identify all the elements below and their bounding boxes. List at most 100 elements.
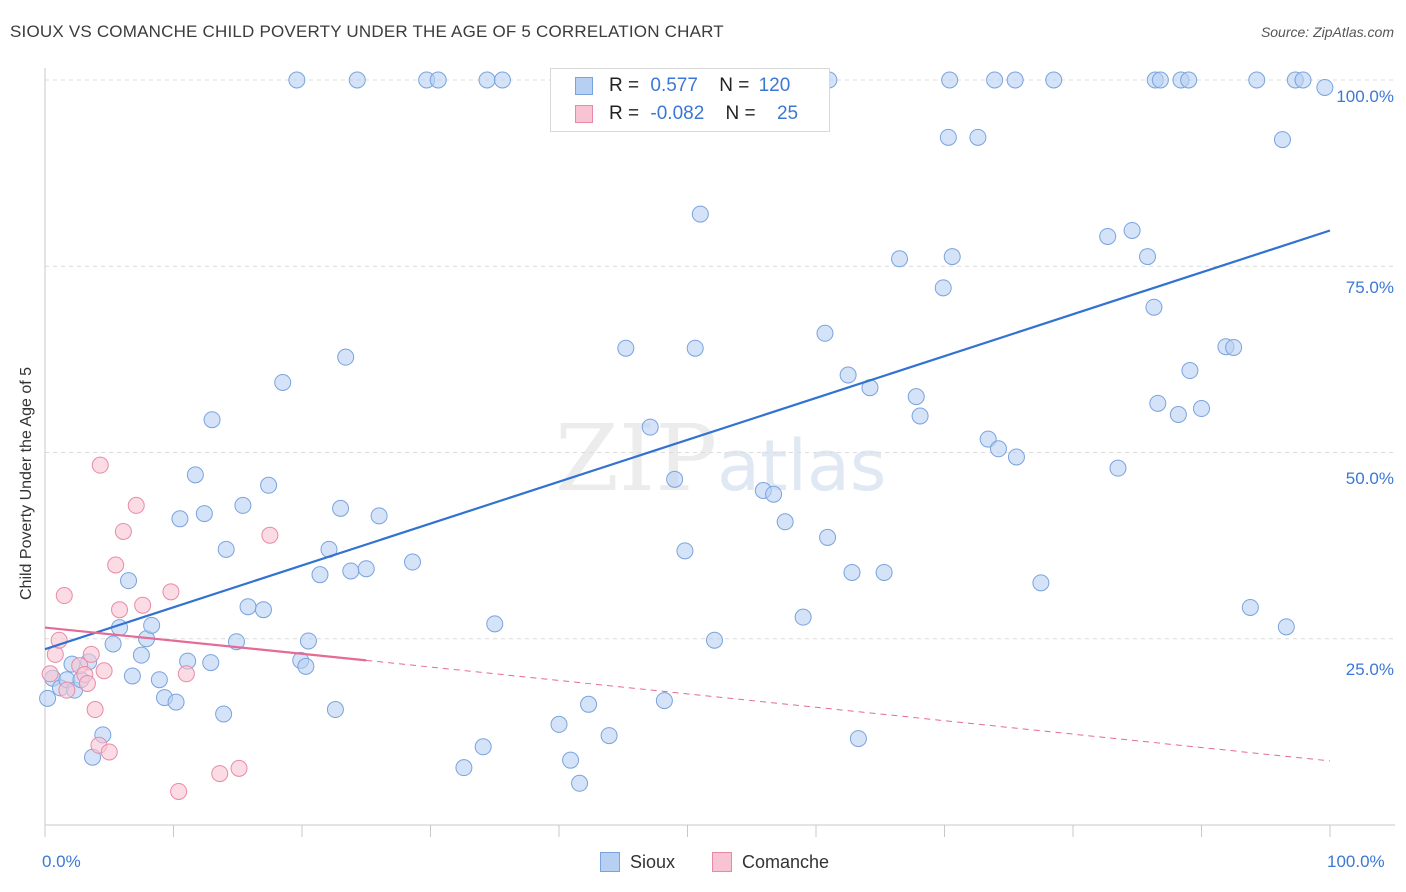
legend-r-value: 0.577 (650, 75, 698, 96)
sioux-point (969, 128, 987, 146)
chart-title: SIOUX VS COMANCHE CHILD POVERTY UNDER TH… (10, 22, 724, 41)
sioux-point (875, 563, 893, 581)
x-tick-label-min: 0.0% (42, 852, 81, 871)
sioux-point (478, 71, 496, 89)
sioux-point (819, 528, 837, 546)
sioux-point (676, 542, 694, 560)
comanche-point (162, 583, 180, 601)
sioux-point (186, 466, 204, 484)
comanche-point (58, 681, 76, 699)
sioux-point (288, 71, 306, 89)
sioux-point (1145, 298, 1163, 316)
bottom-legend-sioux: Sioux (600, 852, 675, 873)
sioux-point (1277, 618, 1295, 636)
sioux-point (123, 667, 141, 685)
sioux-point (254, 601, 272, 619)
sioux-point (332, 499, 350, 517)
comanche-point (95, 662, 113, 680)
comanche-point (127, 496, 145, 514)
x-tick-label-max: 100.0% (1327, 852, 1385, 871)
comanche-point (107, 556, 125, 574)
y-axis-label: Child Poverty Under the Age of 5 (18, 366, 35, 600)
comanche-point (78, 674, 96, 692)
sioux-point (132, 646, 150, 664)
sioux-point (195, 505, 213, 523)
y-tick-label-25: 25.0% (1345, 660, 1394, 679)
comanche-swatch (575, 105, 593, 123)
sioux-point (1241, 598, 1259, 616)
watermark-atlas: atlas (717, 425, 887, 507)
legend-n-label: N = (719, 75, 750, 96)
comanche-point (134, 596, 152, 614)
sioux-point (986, 71, 1004, 89)
comanche-point (86, 701, 104, 719)
sioux-point (348, 71, 366, 89)
sioux-point (39, 689, 57, 707)
comanche-point (111, 601, 129, 619)
comanche-legend-label: Comanche (742, 852, 830, 872)
sioux-legend-swatch (600, 852, 620, 872)
sioux-point (686, 339, 704, 357)
sioux-point (1007, 448, 1025, 466)
y-tick-label-75: 75.0% (1345, 278, 1394, 297)
sioux-point (776, 513, 794, 531)
sioux-trend-line (44, 229, 1331, 651)
sioux-point (1099, 227, 1117, 245)
comanche-point (55, 587, 73, 605)
sioux-point (705, 631, 723, 649)
comanche-legend-swatch (712, 852, 732, 872)
sioux-point (943, 248, 961, 266)
watermark-zip: ZIP (555, 405, 718, 512)
comanche-point (41, 665, 59, 683)
sioux-point (493, 71, 511, 89)
sioux-point (600, 727, 618, 745)
comanche-trend-extension (366, 659, 1331, 762)
sioux-point (1193, 400, 1210, 418)
sioux-legend-label: Sioux (630, 852, 676, 872)
sioux-point (765, 485, 783, 503)
sioux-point (666, 470, 684, 488)
sioux-point (843, 563, 861, 581)
legend-r-label: R = (609, 75, 640, 96)
sioux-point (311, 566, 329, 584)
sioux-point (1139, 248, 1157, 266)
sioux-point (1294, 71, 1312, 89)
sioux-point (1109, 459, 1127, 477)
sioux-point (274, 373, 292, 391)
sioux-point (641, 418, 659, 436)
comanche-point (100, 743, 118, 761)
sioux-point (370, 507, 388, 525)
sioux-point (839, 366, 857, 384)
sioux-point (891, 250, 909, 268)
y-tick-label-50: 50.0% (1345, 469, 1394, 488)
sioux-point (120, 572, 138, 590)
sioux-point (1273, 131, 1291, 149)
sioux-point (342, 562, 360, 580)
sioux-point (989, 440, 1007, 458)
sioux-point (1032, 574, 1050, 592)
correlation-legend: R = 0.577 N = 120 R = -0.082 N = 25 (550, 68, 830, 132)
sioux-point (580, 695, 598, 713)
legend-n-label: N = (725, 103, 756, 124)
sioux-point (429, 71, 447, 89)
sioux-point (215, 705, 233, 723)
sioux-point (143, 616, 161, 634)
sioux-point (474, 738, 492, 756)
y-tick-label-100: 100.0% (1336, 87, 1394, 106)
sioux-point (849, 730, 867, 748)
legend-n-value: 120 (758, 75, 791, 96)
sioux-point (1180, 71, 1198, 89)
comanche-point (261, 526, 279, 544)
sioux-point (941, 71, 959, 89)
sioux-point (1045, 71, 1063, 89)
sioux-point (202, 654, 220, 672)
sioux-point (934, 279, 952, 297)
sioux-point (455, 759, 473, 777)
sioux-point (1123, 221, 1141, 239)
sioux-point (150, 671, 168, 689)
sioux-point (939, 128, 957, 146)
sioux-point (562, 751, 580, 769)
comanche-point (114, 522, 132, 540)
watermark: ZIPatlas (555, 405, 886, 512)
sioux-point (297, 657, 315, 675)
